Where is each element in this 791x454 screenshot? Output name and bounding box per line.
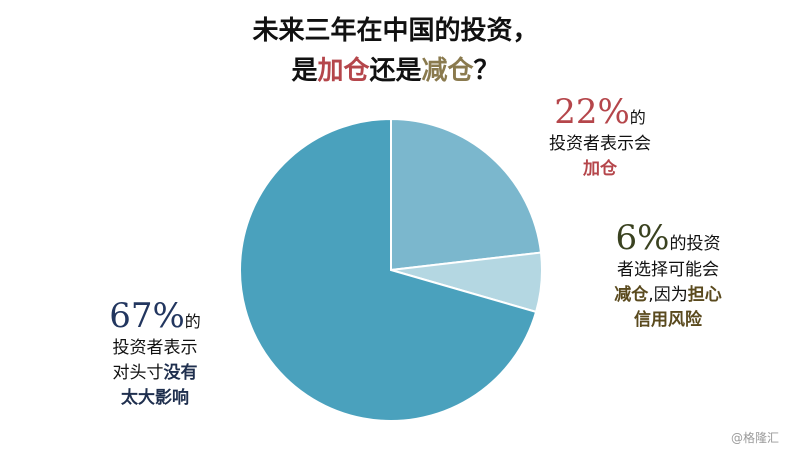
increase-keyword: 加仓 <box>583 159 617 179</box>
slice-label-no-change: 67%的 投资者表示 对头寸没有 太大影响 <box>60 296 250 411</box>
no-change-position: 对头寸 <box>112 363 164 383</box>
decrease-worry: 担心 <box>687 285 722 305</box>
no-change-percent: 67% <box>109 296 185 336</box>
title-word-shi: 是 <box>291 56 318 86</box>
title-question-mark: ？ <box>473 56 500 86</box>
decrease-reason: 信用风险 <box>634 310 702 330</box>
title-word-haishi: 还是 <box>369 56 422 86</box>
decrease-percent-suffix: 的投资 <box>669 234 721 254</box>
decrease-because: ,因为 <box>648 285 688 305</box>
slice-label-increase: 22%的 投资者表示会 加仓 <box>515 92 685 182</box>
title-keyword-increase: 加仓 <box>317 56 370 86</box>
decrease-keyword: 减仓 <box>614 285 649 305</box>
increase-text: 投资者表示会 <box>549 134 651 154</box>
no-change-keyword1: 没有 <box>163 363 198 383</box>
pie-slice-increase <box>390 117 543 272</box>
title-keyword-decrease: 减仓 <box>421 56 474 86</box>
increase-percent-suffix: 的 <box>629 108 646 127</box>
decrease-text: 者选择可能会 <box>617 260 719 280</box>
no-change-keyword2: 太大影响 <box>121 388 189 408</box>
chart-title-line1: 未来三年在中国的投资， <box>252 16 539 46</box>
increase-percent: 22% <box>554 92 630 132</box>
pie-slice-no-change <box>239 117 538 422</box>
watermark: @格隆汇 <box>730 431 779 445</box>
pie-slices <box>239 117 543 422</box>
no-change-percent-suffix: 的 <box>184 312 201 331</box>
no-change-text: 投资者表示 <box>112 338 198 358</box>
slice-label-decrease: 6%的投资 者选择可能会 减仓,因为担心 信用风险 <box>578 218 758 333</box>
chart-title-line2: 是加仓还是减仓？ <box>0 52 791 90</box>
decrease-percent: 6% <box>615 218 670 258</box>
